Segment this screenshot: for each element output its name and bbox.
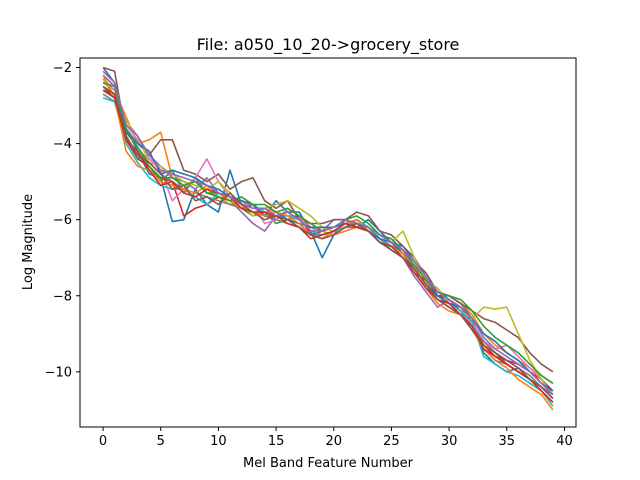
y-tick-label: −4 (53, 137, 72, 152)
x-tick-label: 35 (499, 434, 516, 449)
y-tick-label: −6 (53, 213, 72, 228)
x-tick-label: 0 (99, 434, 107, 449)
series-line-11 (102, 85, 554, 392)
x-tick-label: 20 (325, 434, 342, 449)
series-line-15 (102, 70, 554, 396)
chart-title: File: a050_10_20->grocery_store (197, 35, 460, 55)
plot-background (80, 58, 576, 427)
x-tick-label: 25 (383, 434, 400, 449)
series-layer (102, 66, 554, 411)
series-line-16 (102, 85, 554, 400)
y-axis-label: Log Magnitude (21, 194, 36, 290)
x-ticks: 0 5 10 15 20 25 30 35 40 (99, 427, 573, 449)
x-tick-label: 30 (441, 434, 458, 449)
x-tick-label: 40 (556, 434, 573, 449)
x-tick-label: 5 (157, 434, 165, 449)
axes-frame (79, 57, 577, 428)
series-line-6 (102, 66, 554, 373)
y-tick-label: −10 (45, 365, 72, 380)
y-ticks: −10 −8 −6 −4 −2 (45, 61, 80, 380)
x-axis-label: Mel Band Feature Number (243, 456, 414, 471)
y-tick-label: −8 (53, 289, 72, 304)
y-tick-label: −2 (53, 61, 72, 76)
plot-area: 0 5 10 15 20 25 30 35 40 −10 −8 −6 −4 −2 (45, 57, 577, 449)
x-tick-label: 15 (268, 434, 285, 449)
x-tick-label: 10 (210, 434, 227, 449)
